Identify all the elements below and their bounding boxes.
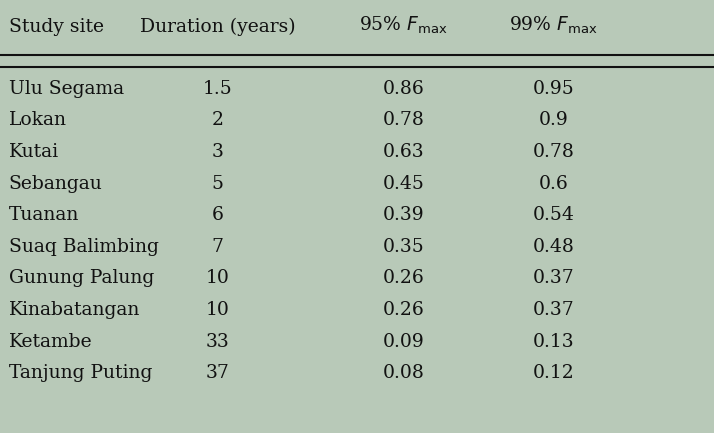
Text: 0.45: 0.45 [383,174,424,193]
Text: 95% $\mathit{F}_{\mathrm{max}}$: 95% $\mathit{F}_{\mathrm{max}}$ [359,14,448,36]
Text: 7: 7 [212,238,223,256]
Text: 0.78: 0.78 [383,111,424,129]
Text: Ulu Segama: Ulu Segama [9,80,124,98]
Text: Lokan: Lokan [9,111,66,129]
Text: 1.5: 1.5 [203,80,233,98]
Text: 0.78: 0.78 [533,143,574,161]
Text: 0.9: 0.9 [538,111,568,129]
Text: 0.54: 0.54 [533,206,574,224]
Text: Ketambe: Ketambe [9,333,92,351]
Text: 0.37: 0.37 [533,301,574,319]
Text: 0.26: 0.26 [383,301,424,319]
Text: 0.09: 0.09 [383,333,424,351]
Text: 0.48: 0.48 [533,238,574,256]
Text: Tanjung Puting: Tanjung Puting [9,364,152,382]
Text: 0.35: 0.35 [383,238,424,256]
Text: 0.12: 0.12 [533,364,574,382]
Text: Tuanan: Tuanan [9,206,79,224]
Text: 3: 3 [212,143,223,161]
Text: 99% $\mathit{F}_{\mathrm{max}}$: 99% $\mathit{F}_{\mathrm{max}}$ [509,14,598,36]
Text: 0.08: 0.08 [383,364,424,382]
Text: 6: 6 [212,206,223,224]
Text: 10: 10 [206,269,230,288]
Text: Study site: Study site [9,17,104,36]
Text: 10: 10 [206,301,230,319]
Text: 0.63: 0.63 [383,143,424,161]
Text: Kutai: Kutai [9,143,59,161]
Text: 33: 33 [206,333,230,351]
Text: 0.6: 0.6 [538,174,568,193]
Text: Suaq Balimbing: Suaq Balimbing [9,238,159,256]
Text: 37: 37 [206,364,230,382]
Text: Gunung Palung: Gunung Palung [9,269,154,288]
Text: Duration (years): Duration (years) [140,17,296,36]
Text: 2: 2 [212,111,223,129]
Text: 0.13: 0.13 [533,333,574,351]
Text: Sebangau: Sebangau [9,174,102,193]
Text: 0.26: 0.26 [383,269,424,288]
Text: 0.37: 0.37 [533,269,574,288]
Text: 5: 5 [212,174,223,193]
Text: 0.39: 0.39 [383,206,424,224]
Text: 0.86: 0.86 [383,80,424,98]
Text: Kinabatangan: Kinabatangan [9,301,140,319]
Text: 0.95: 0.95 [533,80,574,98]
